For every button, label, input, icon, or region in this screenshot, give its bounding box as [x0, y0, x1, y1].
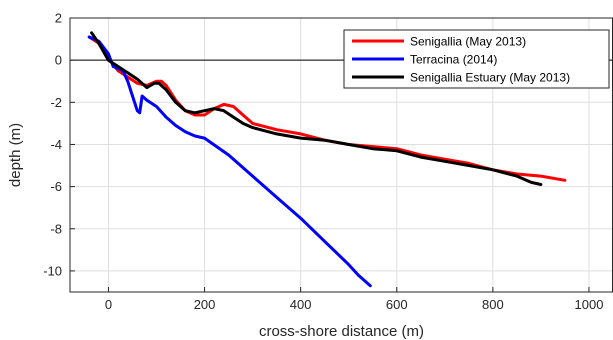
y-tick-label: -8 [50, 221, 62, 236]
y-tick-label: -10 [43, 263, 62, 278]
legend: Senigallia (May 2013) Terracina (2014) Sen… [343, 29, 610, 89]
x-tick-label: 1000 [575, 297, 604, 312]
y-tick-label: -2 [50, 95, 62, 110]
legend-label-3: Senigallia Estuary (May 2013) [410, 71, 570, 85]
y-tick-label: -4 [50, 137, 62, 152]
tick-labels: 0 200 400 600 800 1000 2 0 -2 -4 -6 -8 -10 [43, 11, 603, 313]
x-tick-label: 800 [482, 297, 504, 312]
series-lines [87, 31, 567, 288]
x-tick-label: 400 [290, 297, 312, 312]
series-line-3 [90, 31, 543, 186]
y-tick-label: 0 [55, 53, 62, 68]
legend-label-2: Terracina (2014) [410, 53, 497, 67]
x-tick-label: 0 [105, 297, 112, 312]
y-tick-label: 2 [55, 11, 62, 26]
x-tick-label: 600 [386, 297, 408, 312]
y-tick-label: -6 [50, 179, 62, 194]
series-line-1 [87, 35, 567, 182]
x-tick-label: 200 [194, 297, 216, 312]
axis-titles: cross-shore distance (m) depth (m) [7, 123, 424, 340]
y-axis-title: depth (m) [7, 123, 24, 187]
x-axis-title: cross-shore distance (m) [259, 323, 424, 340]
series-line-2 [87, 35, 372, 288]
legend-label-1: Senigallia (May 2013) [410, 35, 526, 49]
